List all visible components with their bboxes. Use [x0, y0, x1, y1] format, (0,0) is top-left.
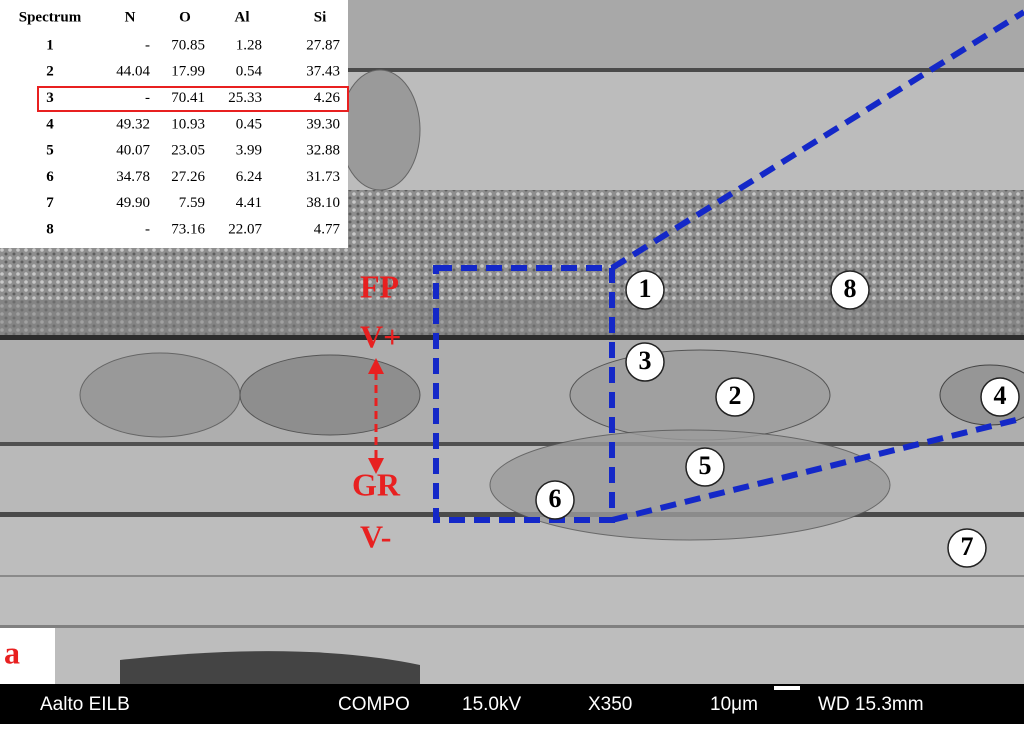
table-cell: - — [145, 90, 150, 106]
spectrum-marker — [980, 377, 1020, 417]
highlight-row — [37, 86, 349, 112]
table-cell: 49.90 — [116, 195, 150, 211]
footer-text: X350 — [588, 694, 632, 715]
spectrum-number: 6 — [549, 484, 562, 513]
table-cell: 70.41 — [171, 90, 205, 106]
band-line — [0, 68, 1024, 72]
table-cell: 39.30 — [306, 116, 340, 132]
footer-text: COMPO — [338, 694, 410, 715]
spectrum-marker — [535, 480, 575, 520]
table-cell: 10.93 — [171, 116, 205, 132]
table-cell: 23.05 — [171, 143, 205, 159]
table-header: O — [179, 9, 191, 25]
table-cell: 25.33 — [228, 90, 262, 106]
table-cell: 5 — [46, 143, 54, 159]
panel-bg — [0, 628, 55, 684]
table-cell: 31.73 — [306, 169, 340, 185]
table-header: N — [125, 9, 136, 25]
info-bar — [0, 684, 1024, 724]
spectrum-marker — [947, 528, 987, 568]
spectrum-marker — [685, 447, 725, 487]
spectrum-number: 1 — [639, 274, 652, 303]
table-bg — [0, 0, 348, 248]
footer-text: 10μm — [710, 694, 758, 715]
spectrum-marker — [830, 270, 870, 310]
table-header: Al — [235, 9, 250, 25]
grain — [339, 69, 421, 191]
grain — [79, 352, 241, 438]
zoom-outline — [433, 9, 1024, 523]
band-line — [0, 625, 1024, 628]
layer-label: V- — [360, 518, 391, 554]
table-cell: 49.32 — [116, 116, 150, 132]
table-cell: - — [145, 37, 150, 53]
footer-text: 15.0kV — [462, 694, 521, 715]
table-cell: 32.88 — [306, 143, 340, 159]
spectrum-number: 7 — [961, 532, 974, 561]
table-cell: 34.78 — [116, 169, 150, 185]
table-cell: 27.87 — [306, 37, 340, 53]
table-cell: 4 — [46, 116, 54, 132]
layer-label: FP — [360, 268, 399, 304]
table-cell: 44.04 — [116, 64, 150, 80]
table-cell: 22.07 — [228, 222, 262, 238]
spectrum-marker — [715, 377, 755, 417]
band-line — [0, 335, 1024, 340]
table-cell: 4.26 — [314, 90, 341, 106]
spectrum-marker — [625, 270, 665, 310]
table-cell: 3 — [46, 90, 54, 106]
layer-label: V+ — [360, 318, 401, 354]
table-cell: 3.99 — [236, 143, 262, 159]
table-cell: 0.54 — [236, 64, 263, 80]
table-cell: 37.43 — [306, 64, 340, 80]
band-line — [0, 442, 1024, 446]
table-cell: 6 — [46, 169, 54, 185]
table-cell: 0.45 — [236, 116, 262, 132]
footer-text: WD 15.3mm — [818, 694, 924, 715]
spectrum-number: 2 — [729, 381, 742, 410]
table-header: Si — [314, 9, 327, 25]
table-cell: 73.16 — [171, 222, 205, 238]
table-cell: 4.77 — [314, 222, 341, 238]
table-cell: - — [145, 222, 150, 238]
table-cell: 27.26 — [171, 169, 205, 185]
table-cell: 38.10 — [306, 195, 340, 211]
spectrum-number: 3 — [639, 346, 652, 375]
table-cell: 1.28 — [236, 37, 262, 53]
table-cell: 1 — [46, 37, 54, 53]
spectrum-marker — [625, 342, 665, 382]
layer-label: GR — [352, 466, 401, 502]
band — [0, 300, 1024, 335]
table-cell: 7.59 — [179, 195, 205, 211]
table-cell: 70.85 — [171, 37, 205, 53]
panel-label: a — [4, 634, 20, 670]
table-cell: 4.41 — [236, 195, 262, 211]
spectrum-number: 5 — [699, 451, 712, 480]
table-cell: 7 — [46, 195, 54, 211]
grain — [239, 354, 421, 436]
table-cell: 6.24 — [236, 169, 263, 185]
table-cell: 8 — [46, 222, 54, 238]
spectrum-number: 4 — [994, 381, 1007, 410]
debris — [120, 651, 420, 684]
table-cell: 40.07 — [116, 143, 150, 159]
grain — [489, 429, 891, 541]
spectrum-number: 8 — [844, 274, 857, 303]
table-cell: 2 — [46, 64, 54, 80]
band-line — [0, 512, 1024, 517]
table-header: Spectrum — [19, 9, 82, 25]
scale-bar — [774, 686, 800, 690]
band-line — [0, 575, 1024, 577]
table-cell: 17.99 — [171, 64, 205, 80]
footer-text: Aalto EILB — [40, 694, 130, 715]
